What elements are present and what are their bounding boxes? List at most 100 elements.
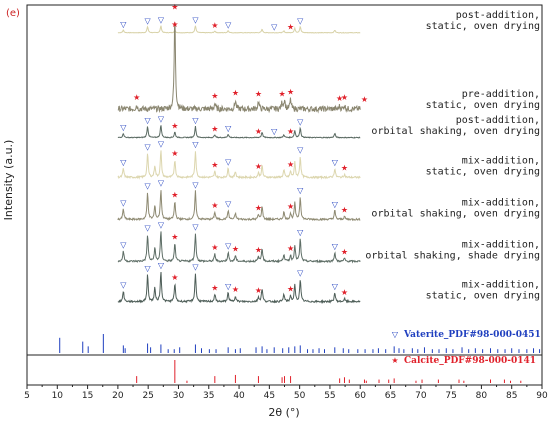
vaterite-marker: ▽ (120, 158, 127, 167)
calcite-marker: ★ (255, 204, 262, 213)
series-line-6 (117, 231, 361, 264)
vaterite-marker: ▽ (332, 282, 339, 291)
vaterite-marker: ▽ (225, 282, 232, 291)
vaterite-marker: ▽ (120, 281, 127, 290)
vaterite-marker: ▽ (332, 158, 339, 167)
calcite-marker: ★ (211, 124, 218, 133)
curve-label: orbital shaking, oven drying (371, 208, 540, 219)
calcite-marker: ★ (171, 233, 178, 242)
plot-frame (26, 4, 543, 386)
x-tick-label: 15 (82, 391, 93, 401)
calcite-marker: ★ (232, 285, 239, 294)
calcite-marker: ★ (341, 206, 348, 215)
axes: 5 10 15 20 25 30 35 40 45 50 55 60 65 70 75 80 85 90 (24, 4, 548, 401)
vaterite-marker: ▽ (120, 20, 127, 29)
calcite-marker: ★ (211, 91, 218, 100)
calcite-marker: ★ (171, 3, 178, 12)
vaterite-marker: ▽ (332, 242, 339, 251)
calcite-marker: ★ (171, 149, 178, 158)
curve-label: static, oven drying (426, 166, 540, 177)
phase-markers: ▽ ▽ ▽ ▽ ▽ ▽ ▽ ▽ ▽ ▽ ▽ ▽ ▽ ▽ ▽ ▽ ▽ ▽ ▽ ▽ ▽ ▽ ▽ ▽ ▽ ▽ ▽ ▽ ▽ ▽ ▽ ▽ ▽ ▽ ▽ ▽ ▽ ▽ ▽ ▽… (120, 3, 368, 297)
calcite-marker: ★ (341, 164, 348, 173)
curve-label: static, oven drying (426, 291, 540, 302)
vaterite-marker: ▽ (192, 16, 199, 25)
vaterite-marker: ▽ (297, 146, 304, 155)
calcite-marker: ★ (255, 89, 262, 98)
series-line-3 (117, 125, 361, 139)
vaterite-marker: ▽ (297, 268, 304, 277)
series-line-4 (117, 150, 361, 180)
vaterite-marker: ▽ (144, 16, 151, 25)
x-tick-label: 90 (536, 391, 548, 401)
calcite-marker: ★ (287, 202, 294, 211)
calcite-marker: ★ (171, 191, 178, 200)
vaterite-marker: ▽ (225, 200, 232, 209)
vaterite-marker: ▽ (158, 221, 165, 230)
calcite-marker: ★ (287, 22, 294, 31)
vaterite-marker: ▽ (120, 198, 127, 207)
vaterite-marker: ▽ (120, 123, 127, 132)
x-tick-label: 70 (415, 391, 427, 401)
calcite-marker: ★ (341, 288, 348, 297)
x-tick-label: 30 (173, 391, 185, 401)
x-tick-label: 40 (233, 391, 245, 401)
x-tick-label: 55 (324, 391, 335, 401)
reference-symbol: ▽ (392, 330, 399, 339)
curve-label: post-addition, (456, 115, 540, 126)
calcite-marker: ★ (171, 122, 178, 131)
calcite-marker: ★ (211, 161, 218, 170)
calcite-marker: ★ (171, 20, 178, 29)
vaterite-marker: ▽ (297, 16, 304, 25)
calcite-marker: ★ (211, 201, 218, 210)
curve-label: mix-addition, (462, 280, 540, 291)
vaterite-marker: ▽ (271, 23, 278, 32)
series-line-7 (117, 271, 361, 304)
reference-label: Vaterite_PDF#98-000-0451 (403, 330, 541, 340)
vaterite-marker: ▽ (225, 242, 232, 251)
vaterite-marker: ▽ (192, 222, 199, 231)
calcite-marker: ★ (287, 284, 294, 293)
x-tick-label: 20 (112, 391, 124, 401)
curve-label: orbital shaking, oven drying (371, 126, 540, 137)
vaterite-marker: ▽ (192, 263, 199, 272)
curve-label: orbital shaking, shade drying (365, 250, 540, 261)
calcite-marker: ★ (211, 21, 218, 30)
calcite-marker: ★ (278, 90, 285, 99)
vaterite-marker: ▽ (225, 20, 232, 29)
x-tick-label: 10 (52, 391, 64, 401)
calcite-marker: ★ (232, 88, 239, 97)
x-tick-label: 25 (142, 391, 153, 401)
calcite-marker: ★ (287, 87, 294, 96)
reference-symbol: ★ (391, 356, 398, 365)
vaterite-marker: ▽ (144, 264, 151, 273)
vaterite-marker: ▽ (158, 16, 165, 25)
vaterite-marker: ▽ (158, 115, 165, 124)
vaterite-marker: ▽ (225, 124, 232, 133)
vaterite-marker: ▽ (192, 180, 199, 189)
series-line-1 (117, 25, 361, 34)
vaterite-marker: ▽ (158, 261, 165, 270)
curve-label: mix-addition, (462, 197, 540, 208)
calcite-marker: ★ (255, 127, 262, 136)
vaterite-marker: ▽ (297, 228, 304, 237)
calcite-marker: ★ (133, 93, 140, 102)
y-axis-label: Intensity (a.u.) (2, 140, 15, 221)
x-tick-label: 5 (24, 391, 30, 401)
calcite-marker: ★ (171, 273, 178, 282)
vaterite-marker: ▽ (144, 116, 151, 125)
curve-label: static, oven drying (426, 21, 540, 32)
calcite-marker: ★ (255, 286, 262, 295)
calcite-marker: ★ (361, 95, 368, 104)
vaterite-marker: ▽ (120, 240, 127, 249)
calcite-marker: ★ (211, 283, 218, 292)
curve-label: static, oven drying (426, 100, 540, 111)
panel-label: (e) (6, 8, 20, 19)
x-tick-label: 75 (445, 391, 456, 401)
vaterite-marker: ▽ (225, 158, 232, 167)
calcite-marker: ★ (211, 243, 218, 252)
x-tick-label: 80 (476, 391, 488, 401)
curve-label: pre-addition, (462, 89, 540, 100)
reference-patterns: ▽ Vaterite_PDF#98-000-0451 ★ Calcite_PDF#98… (59, 330, 541, 383)
calcite-marker: ★ (336, 94, 343, 103)
